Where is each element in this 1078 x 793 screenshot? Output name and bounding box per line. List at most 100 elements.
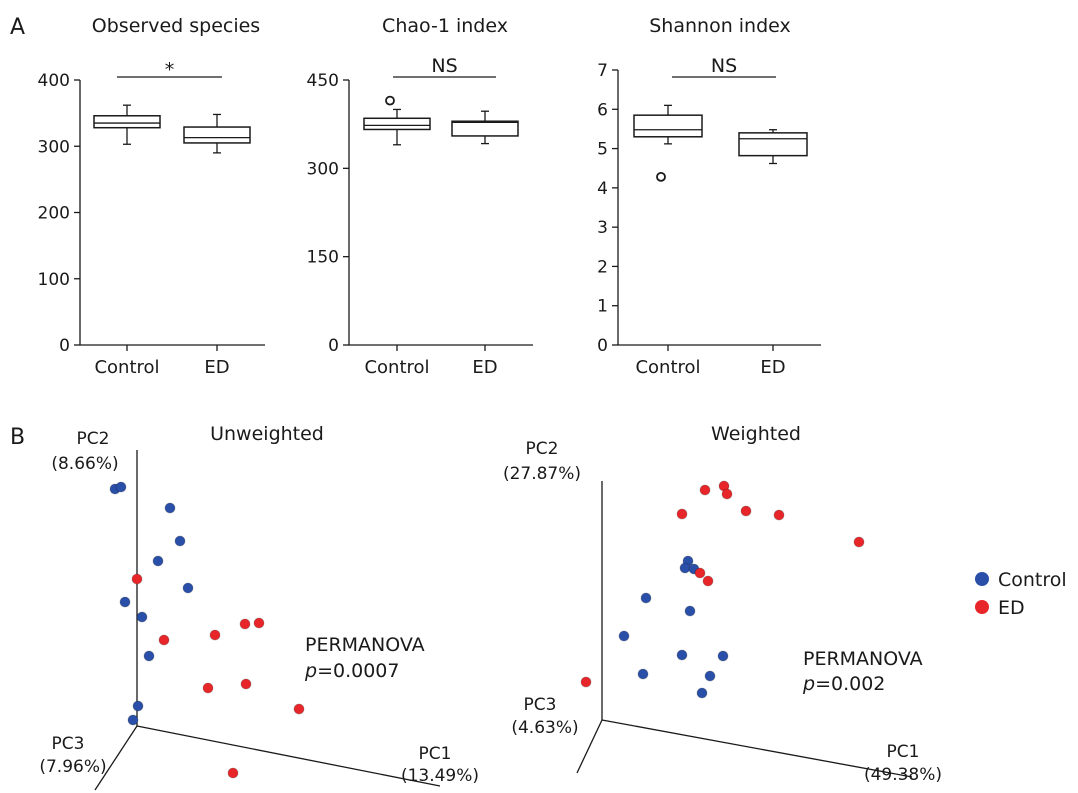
pc3-axis-label: PC3: [524, 695, 557, 715]
point-ed: [580, 676, 592, 688]
point-ed: [773, 509, 785, 521]
p-symbol: p: [802, 673, 815, 695]
x-category-label: ED: [204, 357, 229, 378]
y-tick-label: 4: [597, 179, 608, 199]
point-ed: [240, 678, 252, 690]
y-tick-label: 100: [38, 270, 70, 290]
box-control: [93, 115, 161, 129]
point-control: [132, 700, 144, 712]
point-ed: [227, 767, 239, 779]
pc1-variance-label: (13.49%): [401, 766, 479, 786]
point-control: [119, 596, 131, 608]
y-tick-label: 7: [597, 61, 608, 81]
y-tick-label: 5: [597, 140, 608, 160]
y-tick-label: 450: [307, 71, 339, 91]
pc2-variance-label: (27.87%): [503, 464, 581, 484]
p-value-label: p=0.002: [802, 673, 885, 695]
chart-title: Chao-1 index: [382, 15, 508, 37]
box-ed: [738, 132, 808, 157]
permanova-label: PERMANOVA: [803, 648, 923, 670]
box-plot-shannon-index: Shannon index 0 1 2 3 4 5 6 7 Control ED NS: [597, 15, 821, 378]
box-ed: [451, 120, 519, 137]
point-ed: [293, 703, 305, 715]
y-tick-label: 1: [597, 297, 608, 317]
x-category-label: Control: [635, 357, 700, 378]
significance-label: NS: [431, 55, 457, 77]
x-category-label: ED: [472, 357, 497, 378]
point-ed: [131, 573, 143, 585]
pcoa-plot-unweighted: Unweighted PC2 (8.66%) PC1(13.49%) PC3 (7.96%…: [39, 423, 479, 791]
point-ed: [694, 567, 706, 579]
point-control: [618, 630, 630, 642]
point-ed: [202, 682, 214, 694]
point-ed: [158, 634, 170, 646]
legend-swatch-ed: [975, 600, 989, 614]
panel-b-label: B: [10, 425, 25, 450]
point-control: [684, 605, 696, 617]
legend-label-control: Control: [998, 569, 1067, 591]
pc1-axis-label: PC1: [887, 742, 920, 762]
pc3-axis-line: [94, 725, 138, 791]
y-tick-label: 0: [59, 336, 70, 356]
x-category-label: Control: [94, 357, 159, 378]
point-control: [164, 502, 176, 514]
chart-title: Observed species: [92, 15, 260, 37]
x-category-label: ED: [760, 357, 785, 378]
legend-label-ed: ED: [998, 597, 1025, 619]
y-tick-label: 2: [597, 257, 608, 277]
point-ed: [699, 484, 711, 496]
point-ed: [702, 575, 714, 587]
y-tick-label: 300: [307, 159, 339, 179]
y-tick-label: 400: [38, 71, 70, 91]
significance-label: *: [165, 59, 175, 81]
point-control: [640, 592, 652, 604]
point-control: [136, 611, 148, 623]
box-plot-observed-species: Observed species 0 100 200 300 400 Control ED *: [38, 15, 265, 378]
point-control: [637, 668, 649, 680]
pc2-axis-label: PC2: [77, 429, 110, 449]
chart-title: Unweighted: [210, 423, 324, 445]
pcoa-plot-weighted: Weighted PC2 (27.87%) PC1 (49.38%) PC3 (4.63%)…: [503, 423, 942, 785]
p-symbol: p: [304, 660, 317, 682]
point-ed: [721, 488, 733, 500]
point-control: [115, 481, 127, 493]
point-control: [676, 649, 688, 661]
point-control: [174, 535, 186, 547]
box-plot-chao1-index: Chao-1 index 0 150 300 450 Control ED NS: [307, 15, 533, 378]
significance-label: NS: [711, 55, 737, 77]
outlier-point: [656, 171, 666, 182]
point-ed: [239, 618, 251, 630]
point-ed: [853, 536, 865, 548]
point-control: [704, 670, 716, 682]
point-ed: [676, 508, 688, 520]
pc2-axis-label: PC2: [526, 439, 559, 459]
point-ed: [209, 629, 221, 641]
point-ed: [253, 617, 265, 629]
outlier-point: [385, 95, 395, 106]
p-value: =0.002: [815, 673, 885, 695]
pc3-variance-label: (4.63%): [511, 718, 578, 738]
point-control: [152, 555, 164, 567]
point-control: [696, 687, 708, 699]
y-tick-label: 6: [597, 100, 608, 120]
permanova-label: PERMANOVA: [305, 634, 425, 656]
p-value: =0.0007: [317, 660, 399, 682]
point-control: [127, 714, 139, 726]
pc1-axis-label: PC1: [419, 744, 452, 764]
pc3-variance-label: (7.96%): [39, 757, 106, 777]
legend: Control ED: [975, 569, 1067, 619]
box-ed: [183, 126, 251, 144]
pc1-axis-line: [601, 719, 913, 778]
y-tick-label: 300: [38, 137, 70, 157]
point-control: [182, 582, 194, 594]
point-control: [717, 650, 729, 662]
pc3-axis-line: [576, 719, 603, 774]
point-control: [679, 562, 691, 574]
pc3-axis-label: PC3: [52, 734, 85, 754]
box-control: [363, 117, 431, 131]
p-value-label: p=0.0007: [304, 660, 399, 682]
y-tick-label: 200: [38, 204, 70, 224]
x-category-label: Control: [364, 357, 429, 378]
chart-title: Shannon index: [649, 15, 791, 37]
